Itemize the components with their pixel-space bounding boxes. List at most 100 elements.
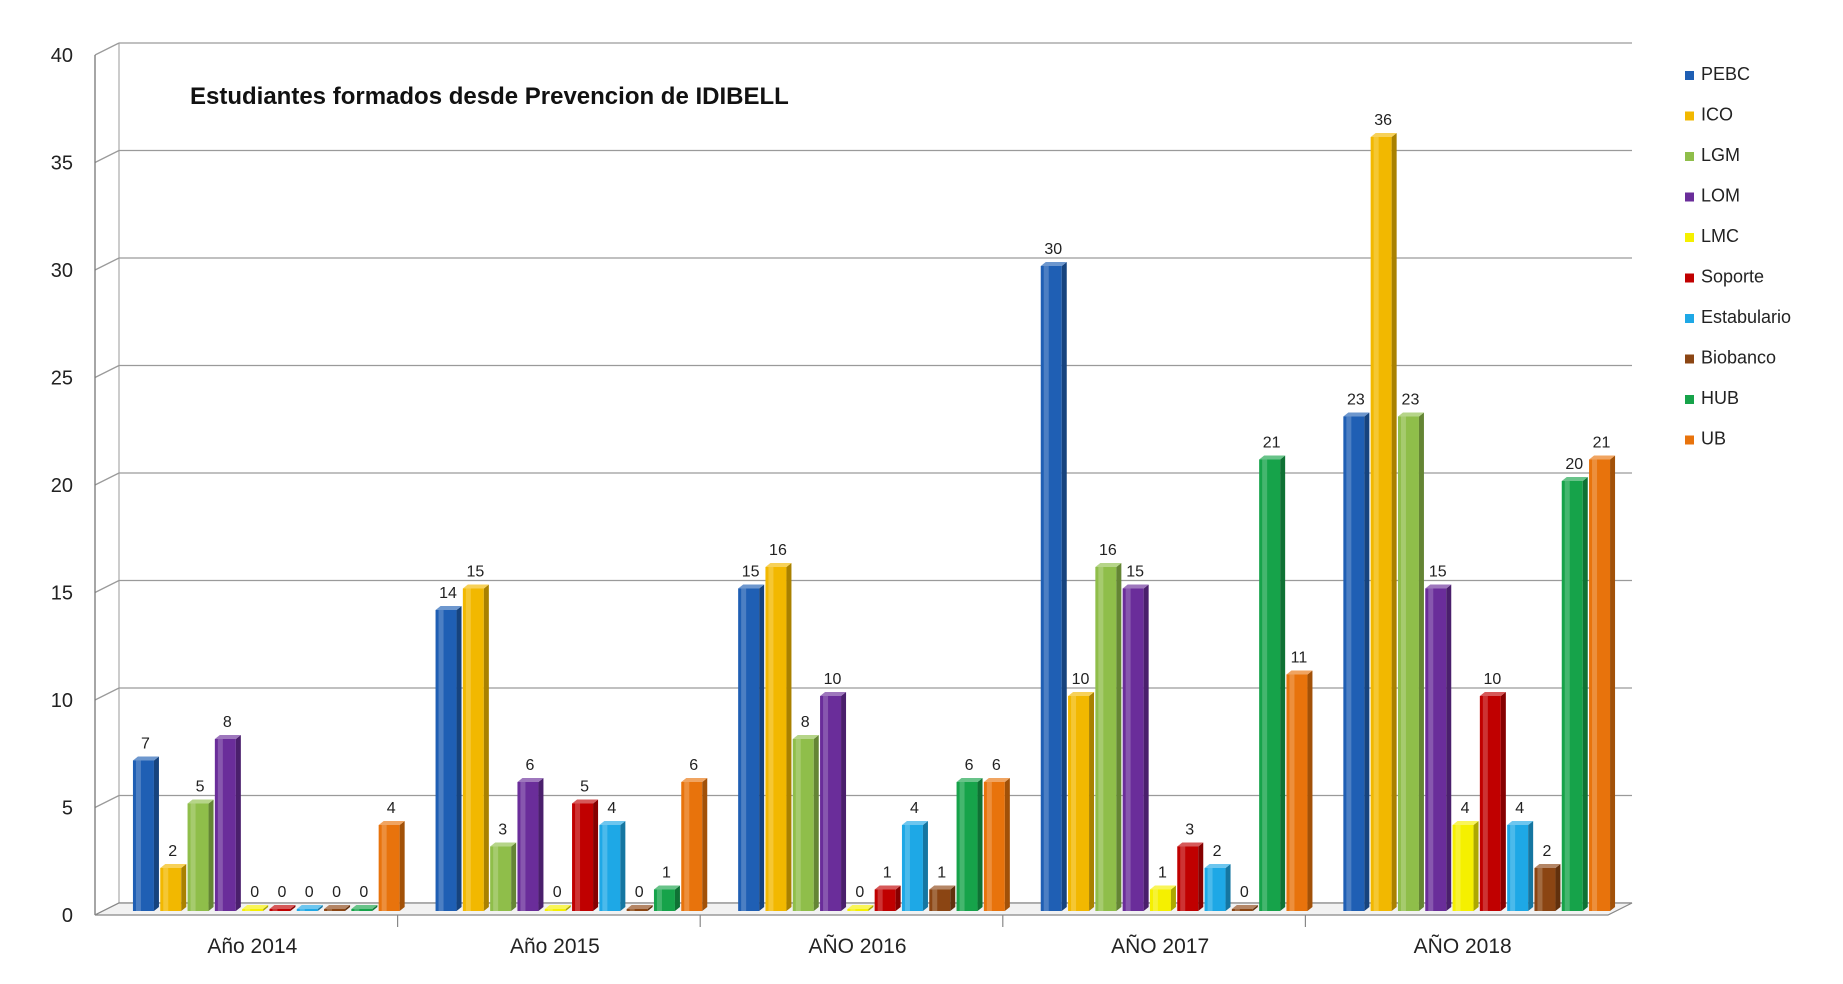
data-label: 0 xyxy=(305,884,314,901)
bar xyxy=(269,905,296,911)
y-tick-label: 35 xyxy=(51,153,73,175)
data-label: 23 xyxy=(1402,392,1420,409)
legend-label: HUB xyxy=(1701,388,1739,408)
data-label: 6 xyxy=(992,757,1001,774)
legend-item: ICO xyxy=(1685,105,1733,125)
legend-item: LGM xyxy=(1685,145,1740,165)
legend-item: Soporte xyxy=(1685,267,1764,287)
bar xyxy=(1068,692,1095,911)
y-tick-label: 5 xyxy=(62,798,73,820)
bar xyxy=(324,905,351,911)
gridline-depth xyxy=(94,149,120,164)
bar xyxy=(765,563,792,911)
legend-label: UB xyxy=(1701,429,1726,449)
gridline-depth xyxy=(94,687,120,701)
data-label: 14 xyxy=(439,585,457,602)
legend-swatch xyxy=(1685,111,1694,121)
bar xyxy=(1397,412,1424,911)
bar xyxy=(653,885,680,911)
legend-item: PEBC xyxy=(1685,64,1750,84)
bar xyxy=(1122,584,1149,911)
legend-swatch xyxy=(1685,314,1694,323)
x-category-label: AÑO 2018 xyxy=(1414,934,1512,958)
bar xyxy=(847,905,874,911)
data-label: 0 xyxy=(277,884,286,901)
data-label: 3 xyxy=(498,822,507,839)
data-label: 2 xyxy=(168,843,177,860)
x-category-label: Año 2015 xyxy=(510,935,600,958)
x-category-label: Año 2014 xyxy=(207,935,297,958)
y-tick-label: 30 xyxy=(51,260,73,282)
data-label: 0 xyxy=(553,884,562,901)
legend-swatch xyxy=(1685,71,1694,80)
legend-label: PEBC xyxy=(1701,64,1750,84)
bar xyxy=(160,864,187,911)
data-label: 15 xyxy=(1429,564,1447,581)
legend-label: ICO xyxy=(1701,105,1733,125)
bar xyxy=(132,756,159,911)
data-label: 2 xyxy=(1213,843,1222,860)
data-label: 2 xyxy=(1542,843,1551,860)
legend-label: Estabulario xyxy=(1701,307,1791,327)
bar xyxy=(544,905,571,911)
data-label: 6 xyxy=(965,757,974,774)
legend-label: LOM xyxy=(1701,186,1740,206)
bar xyxy=(1452,821,1479,911)
data-label: 1 xyxy=(883,865,892,882)
bar xyxy=(681,778,708,911)
data-label: 10 xyxy=(1483,671,1501,688)
bar xyxy=(874,885,901,911)
bar xyxy=(1286,670,1313,911)
data-label: 30 xyxy=(1044,241,1062,258)
data-label: 4 xyxy=(910,800,919,817)
bar xyxy=(901,821,928,911)
legend-swatch xyxy=(1685,152,1694,161)
gridline-depth xyxy=(94,257,120,271)
bar xyxy=(1370,133,1397,911)
data-label: 4 xyxy=(1515,800,1524,817)
legend: PEBC ICO LGM LOM LMC Soporte Estabulario Bioban… xyxy=(1685,64,1791,449)
legend-swatch xyxy=(1685,192,1694,202)
bar xyxy=(820,692,847,911)
y-tick-label: 15 xyxy=(51,583,73,605)
data-label: 16 xyxy=(1099,542,1117,559)
bar xyxy=(572,799,599,911)
data-label: 11 xyxy=(1291,650,1308,667)
legend-swatch xyxy=(1685,435,1694,445)
legend-label: Soporte xyxy=(1701,267,1764,287)
data-label: 20 xyxy=(1565,456,1583,473)
chart-title: Estudiantes formados desde Prevencion de… xyxy=(190,83,789,110)
bar xyxy=(517,778,544,911)
bar xyxy=(1177,842,1204,911)
bar xyxy=(435,606,462,911)
data-label: 15 xyxy=(466,564,484,581)
legend-swatch xyxy=(1685,273,1694,283)
bar xyxy=(1507,821,1534,911)
bar xyxy=(296,905,323,911)
bar xyxy=(187,799,214,911)
legend-item: HUB xyxy=(1685,388,1739,408)
legend-swatch xyxy=(1685,395,1694,404)
data-label: 4 xyxy=(1461,800,1470,817)
data-label: 8 xyxy=(223,714,232,731)
data-label: 6 xyxy=(525,757,534,774)
data-label: 0 xyxy=(250,884,259,901)
data-label: 15 xyxy=(742,564,760,581)
bar xyxy=(1231,905,1258,911)
bar xyxy=(738,584,765,911)
data-label: 1 xyxy=(937,865,946,882)
data-label: 16 xyxy=(769,542,787,559)
data-label: 4 xyxy=(607,800,616,817)
bar xyxy=(1040,262,1067,911)
legend-label: LGM xyxy=(1701,145,1740,165)
data-label: 1 xyxy=(662,865,671,882)
legend-item: LMC xyxy=(1685,226,1739,246)
data-label: 0 xyxy=(359,884,368,901)
legend-item: Biobanco xyxy=(1685,348,1776,368)
data-label: 23 xyxy=(1347,392,1365,409)
data-label: 10 xyxy=(1072,671,1090,688)
data-label: 21 xyxy=(1263,435,1281,452)
bar xyxy=(490,842,517,911)
